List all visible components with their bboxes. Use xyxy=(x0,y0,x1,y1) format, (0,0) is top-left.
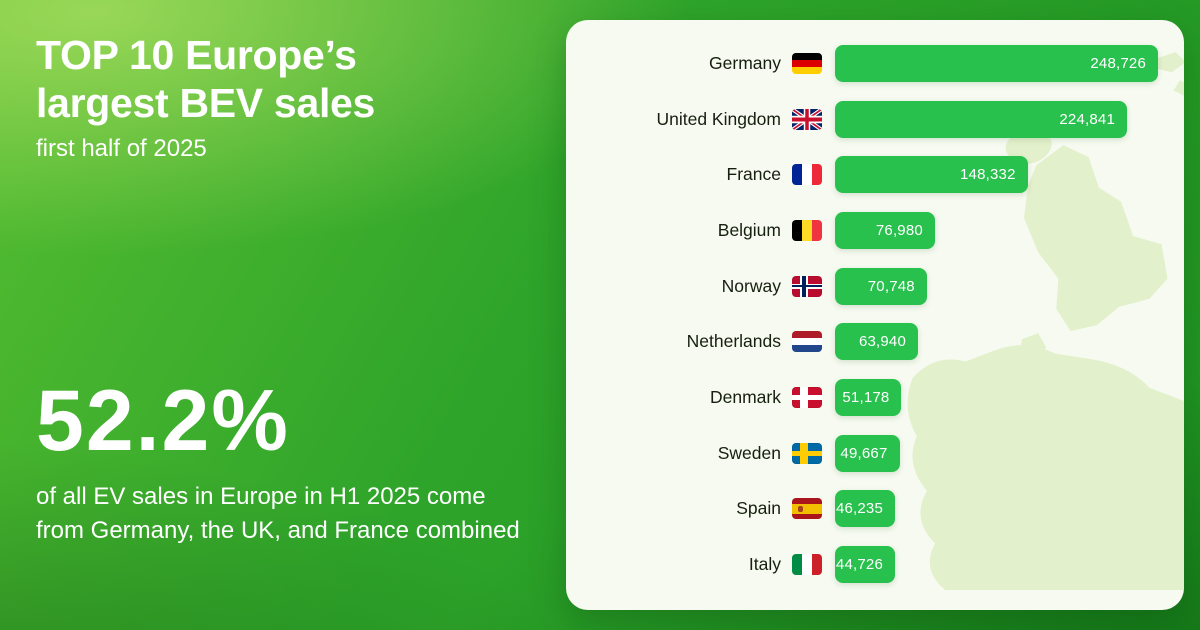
bar-value: 46,235 xyxy=(835,500,884,518)
country-label: Norway xyxy=(721,275,781,296)
bar-track: 44,726 xyxy=(835,545,1158,583)
bar-track: 46,235 xyxy=(835,490,1158,528)
chart-row-netherlands: Netherlands 63,940 xyxy=(584,323,1158,361)
bar-track: 49,667 xyxy=(835,434,1158,472)
bar-track: 70,748 xyxy=(835,267,1158,305)
country-label: Spain xyxy=(736,498,781,519)
row-label-group: Spain xyxy=(584,498,835,520)
bar-belgium: 76,980 xyxy=(835,211,935,249)
bar-value: 44,726 xyxy=(835,555,883,573)
row-label-group: Sweden xyxy=(584,442,835,464)
row-label-group: Norway xyxy=(584,275,835,297)
bar-track: 76,980 xyxy=(835,211,1158,249)
country-label: Netherlands xyxy=(686,331,781,352)
flag-norway-icon xyxy=(792,275,822,297)
bar-united-kingdom: 224,841 xyxy=(835,100,1127,138)
bar-chart-rows: Germany 248,726 United Kingdom 224,841 Franc… xyxy=(566,20,1184,610)
bar-italy: 44,726 xyxy=(835,545,895,583)
flag-france-icon xyxy=(792,164,822,186)
bar-track: 51,178 xyxy=(835,378,1158,416)
country-label: Italy xyxy=(748,553,781,574)
country-label: United Kingdom xyxy=(656,108,781,129)
europe-map-illustration xyxy=(907,52,1184,590)
chart-row-france: France 148,332 xyxy=(584,156,1158,194)
bar-value: 224,841 xyxy=(1059,110,1115,128)
row-label-group: Netherlands xyxy=(584,331,835,353)
row-label-group: United Kingdom xyxy=(584,108,835,130)
country-label: Germany xyxy=(709,53,781,73)
row-label-group: Germany xyxy=(584,53,835,74)
bar-value: 51,178 xyxy=(842,388,890,406)
bar-track: 248,726 xyxy=(835,45,1158,82)
bar-track: 63,940 xyxy=(835,323,1158,361)
flag-netherlands-icon xyxy=(792,331,822,353)
title-line-2: largest BEV sales xyxy=(36,79,376,126)
bar-value: 70,748 xyxy=(867,277,915,295)
headline-block: TOP 10 Europe’s largest BEV sales first … xyxy=(36,32,375,163)
bar-track: 148,332 xyxy=(835,156,1158,194)
flag-united-kingdom-icon xyxy=(792,108,822,130)
bar-denmark: 51,178 xyxy=(835,378,902,416)
flag-italy-icon xyxy=(792,553,822,575)
bar-track: 224,841 xyxy=(835,100,1158,138)
chart-row-norway: Norway 70,748 xyxy=(584,267,1158,305)
chart-row-united-kingdom: United Kingdom 224,841 xyxy=(584,100,1158,138)
stat-value: 52.2% xyxy=(36,373,290,469)
bar-norway: 70,748 xyxy=(835,267,927,305)
chart-row-belgium: Belgium 76,980 xyxy=(584,211,1158,249)
country-label: France xyxy=(726,164,781,185)
chart-row-germany: Germany 248,726 xyxy=(584,45,1158,82)
title-line-1: TOP 10 Europe’s xyxy=(36,32,357,78)
bar-netherlands: 63,940 xyxy=(835,323,919,361)
flag-germany-icon xyxy=(792,53,822,74)
country-label: Belgium xyxy=(717,219,781,240)
bar-value: 148,332 xyxy=(960,166,1016,184)
bar-germany: 248,726 xyxy=(835,45,1158,82)
row-label-group: Denmark xyxy=(584,386,835,408)
chart-row-italy: Italy 44,726 xyxy=(584,545,1158,583)
bar-spain: 46,235 xyxy=(835,490,896,528)
row-label-group: Italy xyxy=(584,553,835,575)
row-label-group: France xyxy=(584,164,835,186)
country-label: Denmark xyxy=(710,386,781,407)
bar-sweden: 49,667 xyxy=(835,434,900,472)
stat-block: 52.2% of all EV sales in Europe in H1 20… xyxy=(36,378,532,548)
bar-france: 148,332 xyxy=(835,156,1028,194)
bar-value: 63,940 xyxy=(858,333,907,351)
bar-value: 248,726 xyxy=(1090,55,1146,72)
country-label: Sweden xyxy=(717,442,781,463)
row-label-group: Belgium xyxy=(584,219,835,241)
bar-value: 76,980 xyxy=(875,221,923,239)
chart-row-spain: Spain 46,235 xyxy=(584,490,1158,528)
flag-sweden-icon xyxy=(792,442,822,464)
chart-row-denmark: Denmark 51,178 xyxy=(584,378,1158,416)
flag-denmark-icon xyxy=(792,386,822,408)
subtitle: first half of 2025 xyxy=(36,135,207,163)
flag-spain-icon xyxy=(792,498,822,520)
chart-row-sweden: Sweden 49,667 xyxy=(584,434,1158,472)
page-title: TOP 10 Europe’s largest BEV sales xyxy=(36,32,375,127)
bar-value: 49,667 xyxy=(840,444,888,462)
flag-belgium-icon xyxy=(792,219,822,241)
chart-card: Germany 248,726 United Kingdom 224,841 Franc… xyxy=(566,20,1184,610)
stat-description: of all EV sales in Europe in H1 2025 com… xyxy=(36,483,520,545)
